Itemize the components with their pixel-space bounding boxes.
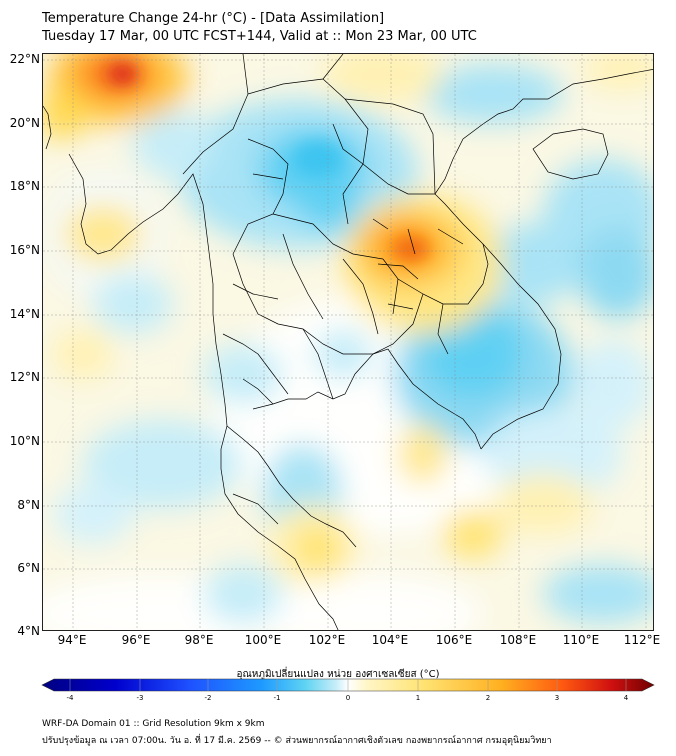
lat-label-16n: 16°N (9, 243, 40, 257)
colorbar-tick: 3 (554, 694, 560, 702)
lat-label-8n: 8°N (17, 498, 40, 512)
colorbar-tick: 0 (345, 694, 351, 702)
colorbar-tick: -3 (136, 694, 144, 702)
temperature-change-map (43, 54, 653, 630)
lon-label-108e: 108°E (499, 633, 537, 647)
colorbar-tick: -2 (204, 694, 212, 702)
chart-subtitle: Tuesday 17 Mar, 00 UTC FCST+144, Valid a… (42, 29, 477, 44)
lat-label-18n: 18°N (9, 179, 40, 193)
colorbar-tick: -4 (66, 694, 74, 702)
lon-label-110e: 110°E (562, 633, 600, 647)
lon-label-106e: 106°E (435, 633, 473, 647)
lat-label-14n: 14°N (9, 307, 40, 321)
colorbar (41, 678, 655, 692)
footer-model-info: WRF-DA Domain 01 :: Grid Resolution 9km … (42, 719, 265, 729)
footer-credit: ปรับปรุงข้อมูล ณ เวลา 07:00น. วัน อ. ที่… (42, 736, 552, 746)
map-panel[interactable] (42, 53, 654, 631)
lat-label-22n: 22°N (9, 52, 40, 66)
colorbar-tick: -1 (273, 694, 281, 702)
colorbar-caption: อุณหภูมิเปลี่ยนแปลง หน่วย องศาเซลเซียส (… (236, 669, 440, 680)
lat-label-20n: 20°N (9, 116, 40, 130)
lon-label-96e: 96°E (121, 633, 151, 647)
lon-label-94e: 94°E (57, 633, 87, 647)
temperature-field-detail (109, 65, 429, 261)
chart-title: Temperature Change 24-hr (°C) - [Data As… (42, 11, 385, 26)
colorbar-tick: 2 (485, 694, 491, 702)
colorbar-tick: 4 (623, 694, 629, 702)
coastline-and-borders (43, 54, 653, 630)
lon-label-102e: 102°E (308, 633, 346, 647)
lat-label-12n: 12°N (9, 370, 40, 384)
temperature-field (43, 54, 653, 630)
lat-label-10n: 10°N (9, 434, 40, 448)
lon-label-104e: 104°E (371, 633, 409, 647)
lon-label-98e: 98°E (184, 633, 214, 647)
graticule (43, 54, 653, 630)
lon-label-100e: 100°E (244, 633, 282, 647)
lat-label-6n: 6°N (17, 561, 40, 575)
lat-label-4n: 4°N (17, 624, 40, 638)
colorbar-tick: 1 (415, 694, 421, 702)
lon-label-112e: 112°E (623, 633, 661, 647)
